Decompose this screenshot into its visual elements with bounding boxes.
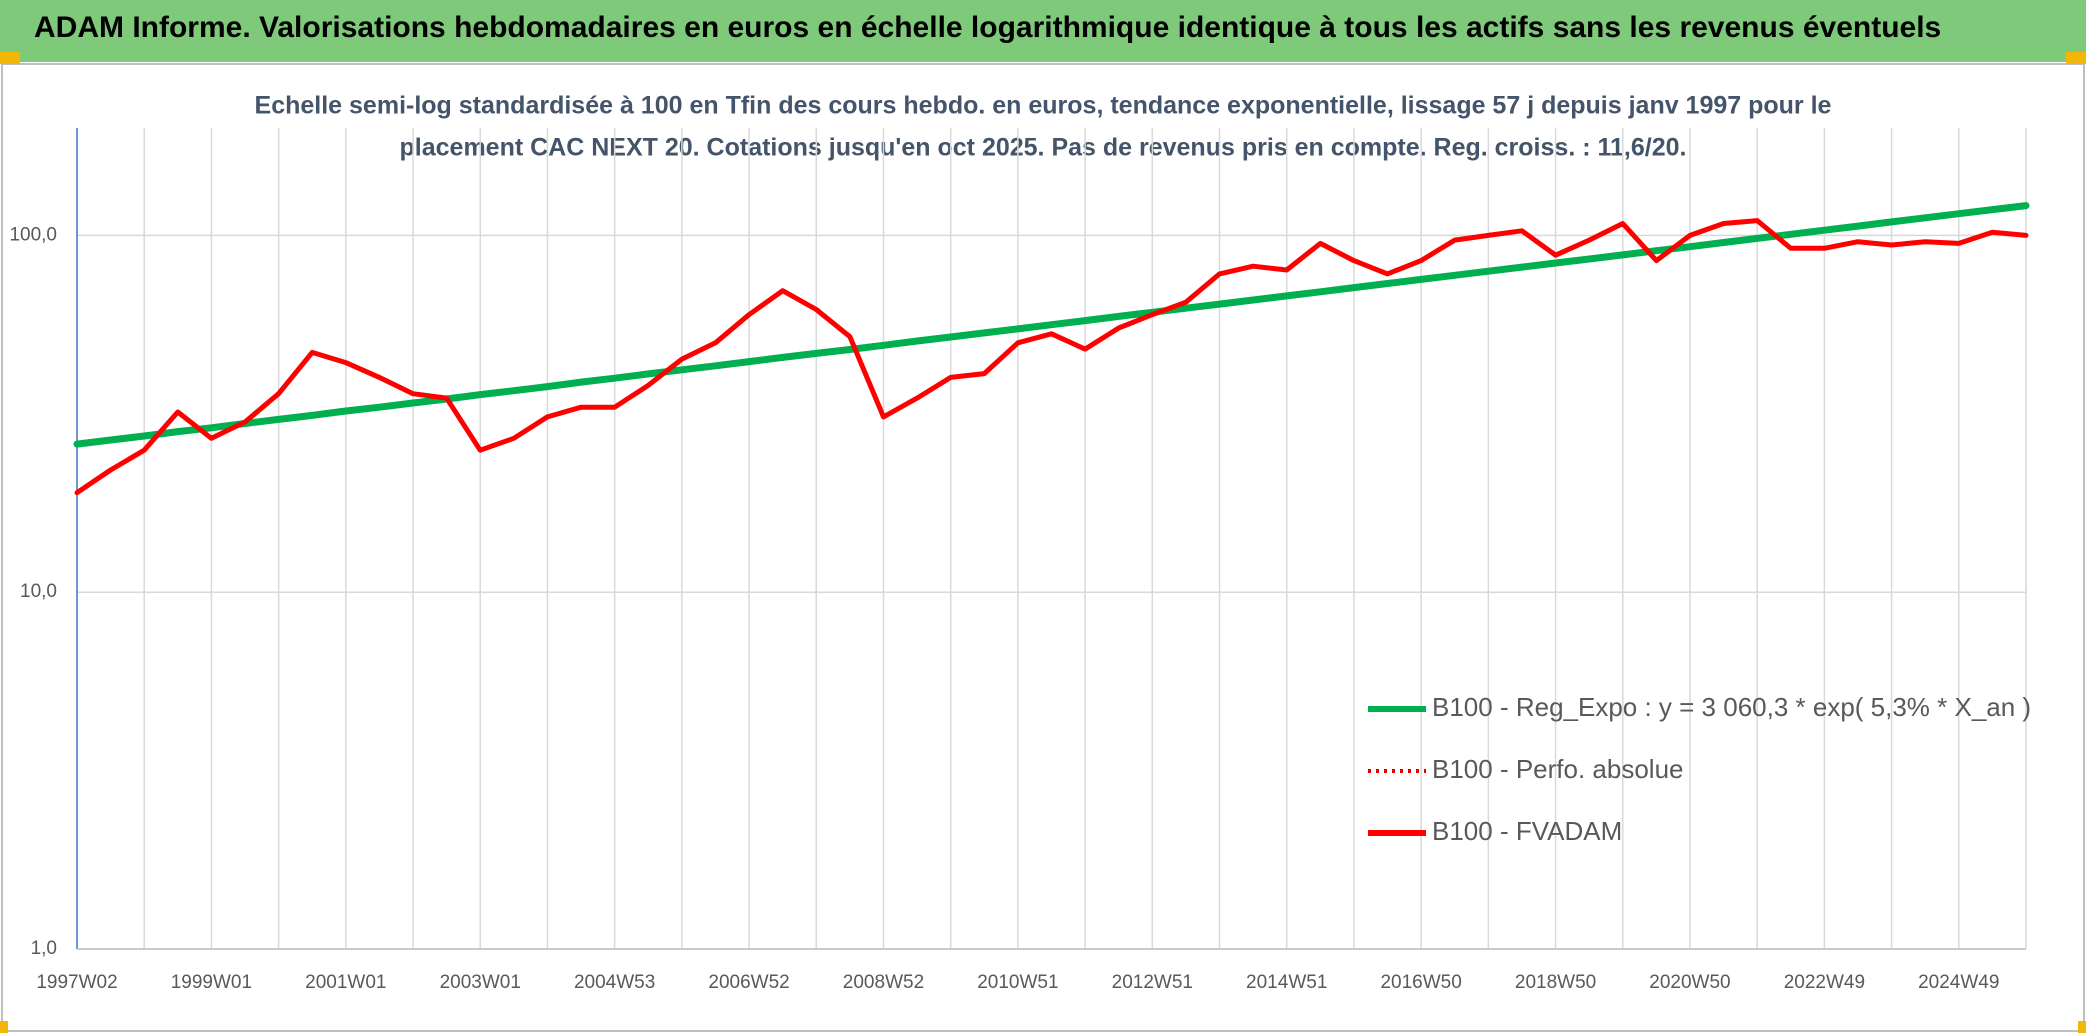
y-tick-label: 100,0: [9, 224, 57, 245]
x-tick-label: 2008W52: [843, 972, 924, 993]
legend-label: B100 - Perfo. absolue: [1432, 754, 1684, 784]
header-bar: [0, 0, 2086, 62]
x-tick-label: 2006W52: [708, 972, 789, 993]
x-tick-label: 1999W01: [171, 972, 252, 993]
legend-label: B100 - Reg_Expo : y = 3 060,3 * exp( 5,3…: [1432, 692, 2031, 722]
x-tick-label: 2003W01: [440, 972, 521, 993]
chart-subtitle: Echelle semi-log standardisée à 100 en T…: [255, 92, 1832, 120]
x-tick-label: 2020W50: [1649, 972, 1730, 993]
x-tick-label: 2016W50: [1380, 972, 1461, 993]
x-tick-label: 2010W51: [977, 972, 1058, 993]
x-tick-label: 2018W50: [1515, 972, 1596, 993]
header-title: ADAM Informe. Valorisations hebdomadaire…: [34, 11, 1941, 44]
corner: [0, 1021, 8, 1033]
y-tick-label: 1,0: [31, 938, 57, 959]
x-tick-label: 2004W53: [574, 972, 655, 993]
frame: [1, 63, 2085, 1032]
y-tick-label: 10,0: [20, 581, 57, 602]
x-tick-label: 2024W49: [1918, 972, 1999, 993]
grid: 1,0 10,0 100,0 1997W02 1999W01 2001W01 2003W01…: [9, 128, 2027, 993]
chart-subtitle: placement CAC NEXT 20. Cotations jusqu'e…: [400, 134, 1687, 162]
series-line: [73, 202, 2030, 448]
x-tick-label: 1997W02: [36, 972, 117, 993]
x-tick-label: 2022W49: [1784, 972, 1865, 993]
corner: [2066, 52, 2086, 64]
corner: [0, 52, 20, 64]
corner: [2078, 1021, 2086, 1033]
x-tick-label: 2014W51: [1246, 972, 1327, 993]
series-line: [74, 218, 2029, 496]
plot: [73, 202, 2030, 496]
x-tick-label: 2012W51: [1112, 972, 1193, 993]
legend-label: B100 - FVADAM: [1432, 816, 1622, 846]
legend: B100 - Reg_Expo : y = 3 060,3 * exp( 5,3…: [1368, 692, 2031, 846]
x-tick-label: 2001W01: [305, 972, 386, 993]
